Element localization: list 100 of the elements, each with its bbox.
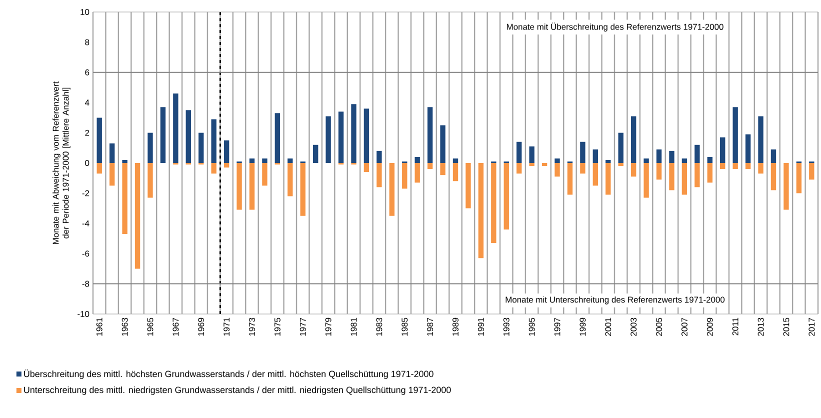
x-tick-label: 1983	[376, 318, 382, 336]
y-tick-label: 4	[84, 100, 90, 106]
bar	[288, 158, 293, 163]
bar	[554, 163, 560, 177]
bar	[262, 158, 268, 163]
y-tick-label: 10	[80, 9, 90, 15]
bar	[529, 146, 534, 163]
bar	[694, 144, 700, 163]
bar	[427, 163, 433, 170]
x-tick-label: 1967	[172, 318, 179, 336]
bar	[618, 163, 624, 166]
x-tick-label: 1989	[452, 318, 458, 336]
bar	[173, 94, 178, 163]
bar	[567, 163, 573, 195]
bar	[630, 116, 636, 163]
bar	[389, 163, 395, 216]
y-axis-title: Monate mit Abweichung vom Referenzwert der Periode 1971-2000 [Mittlere Anzahl]	[52, 81, 70, 244]
x-tick-label: 1977	[300, 318, 306, 336]
bar	[96, 118, 102, 163]
bar	[122, 163, 128, 234]
bar	[720, 163, 726, 170]
bar	[707, 156, 712, 163]
bar	[440, 125, 446, 163]
bar	[656, 149, 662, 163]
bar	[580, 163, 586, 174]
bar	[351, 104, 356, 163]
x-tick-label: 1985	[402, 318, 408, 336]
x-tick-label: 1971	[224, 318, 230, 336]
y-tick-label: -10	[78, 311, 90, 317]
bar	[491, 163, 496, 244]
y-tick-label: -8	[82, 280, 90, 287]
bar	[720, 137, 726, 163]
bar	[122, 160, 128, 163]
x-tick-label: 1999	[580, 318, 586, 336]
x-tick-label: 1965	[147, 318, 154, 336]
x-tick-label: 2009	[706, 318, 713, 336]
bar	[580, 142, 586, 163]
x-tick-label: 2003	[630, 318, 637, 336]
x-tick-label: 2017	[808, 318, 815, 336]
bar	[478, 163, 484, 258]
y-tick-label: -4	[82, 220, 90, 226]
legend-label: Überschreitung des mittl. höchsten Grundwasserstands / der mittl. höchsten Quellschüttung 1971-2000	[24, 370, 434, 379]
bar	[592, 149, 598, 163]
x-tick-label: 2001	[605, 318, 612, 336]
legend-label: Unterschreitung des mittl. niedrigsten Grundwasserstands / der mittl. niedrigsten Quellschüttung 1971-2000	[24, 386, 451, 395]
bar	[300, 163, 306, 216]
bar	[262, 163, 268, 186]
bar	[364, 163, 370, 172]
x-tick-label: 1997	[554, 318, 560, 336]
x-tick-label: 1995	[528, 318, 535, 336]
x-tick-label: 1973	[249, 318, 255, 336]
bar	[452, 158, 458, 163]
x-tick-label: 1979	[325, 318, 332, 336]
bar	[694, 163, 700, 188]
bar	[109, 163, 115, 186]
bar	[109, 143, 115, 163]
bar	[682, 158, 688, 163]
bar	[516, 142, 522, 163]
x-tick-label: 1975	[274, 318, 280, 336]
bar	[326, 116, 331, 163]
bar	[554, 158, 560, 163]
bar	[770, 149, 776, 163]
bar	[376, 150, 382, 163]
bar	[516, 163, 522, 174]
bar	[236, 163, 242, 210]
bar	[249, 163, 255, 210]
y-tick-label: 8	[85, 39, 90, 46]
bar	[402, 163, 408, 189]
bar	[592, 163, 598, 186]
annotation: Monate mit Überschreitung des Referenzwerts 1971-2000	[506, 22, 724, 32]
bar	[427, 107, 433, 163]
bar	[414, 163, 420, 183]
bar	[809, 163, 814, 180]
y-tick-label: 6	[85, 69, 90, 76]
bar	[644, 158, 649, 163]
bar	[618, 132, 624, 163]
bar	[186, 110, 191, 163]
bar	[224, 140, 230, 163]
bar	[732, 163, 738, 170]
y-tick-label: 0	[85, 160, 90, 166]
y-tick-label: 2	[85, 130, 90, 136]
bar	[606, 163, 611, 195]
bar	[224, 163, 230, 168]
bar	[529, 163, 534, 166]
bar	[732, 107, 738, 163]
annotation: Monate mit Unterschreitung des Referenzwerts 1971-2000	[506, 296, 725, 304]
bar	[466, 163, 471, 208]
x-tick-label: 2015	[783, 318, 790, 336]
bar	[644, 163, 649, 198]
bar	[745, 134, 751, 163]
bar	[656, 163, 662, 180]
x-tick-label: 2005	[656, 318, 662, 336]
x-tick-label: 2007	[681, 318, 688, 336]
bar	[707, 163, 712, 183]
bar	[274, 113, 280, 163]
x-tick-label: 1969	[198, 318, 204, 336]
bar	[745, 163, 751, 170]
bar	[784, 163, 789, 210]
bar	[198, 132, 204, 163]
bar	[452, 163, 458, 182]
